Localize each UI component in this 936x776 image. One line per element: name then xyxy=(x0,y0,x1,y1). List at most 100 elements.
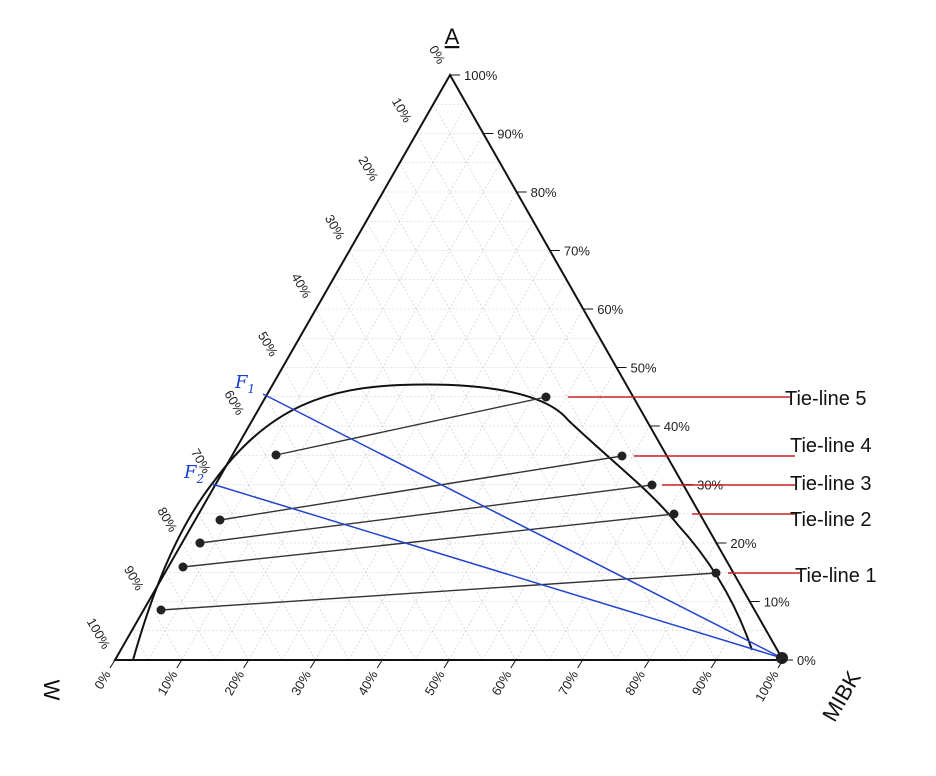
bottom-tick-mark xyxy=(710,659,717,669)
grid-line xyxy=(131,630,149,661)
grid-line xyxy=(148,104,467,661)
tie-line-1 xyxy=(160,572,717,611)
grid-line xyxy=(298,338,483,661)
corner-label-left: W xyxy=(39,680,64,701)
right-tick-label: 50% xyxy=(631,361,657,376)
tie-point-right-3 xyxy=(647,480,657,490)
grid-line xyxy=(482,396,634,661)
tie-point-left-1 xyxy=(156,605,166,615)
grid-line xyxy=(649,542,717,661)
grid-line xyxy=(282,367,450,661)
grid-line xyxy=(198,513,283,661)
left-tick-label: 30% xyxy=(322,212,348,242)
tie-point-right-5 xyxy=(541,392,551,402)
grid-line xyxy=(415,338,601,661)
binodal-curve xyxy=(132,383,753,661)
grid-line xyxy=(349,250,583,661)
tie-line-3 xyxy=(199,484,653,544)
right-tick-label: 90% xyxy=(497,127,523,142)
left-tick-label: 10% xyxy=(389,95,415,125)
tie-line-label-2: Tie-line 2 xyxy=(790,509,872,531)
tie-line-label-5: Tie-line 5 xyxy=(785,388,867,410)
grid-line xyxy=(582,484,684,661)
right-tick-label: 40% xyxy=(664,419,690,434)
tie-point-right-1 xyxy=(711,568,721,578)
grid-line xyxy=(332,279,550,661)
right-tick-label: 20% xyxy=(730,536,756,551)
tie-line-2 xyxy=(182,513,675,568)
bottom-tick-label: 60% xyxy=(488,668,514,698)
bottom-tick-mark xyxy=(510,659,517,669)
bottom-tick-label: 0% xyxy=(91,668,114,692)
right-tick-label: 10% xyxy=(764,595,790,610)
bottom-tick-mark xyxy=(577,659,584,669)
tie-line-5 xyxy=(275,396,547,456)
bottom-tick-label: 70% xyxy=(555,668,581,698)
right-tick-label: 0% xyxy=(797,653,816,668)
bottom-tick-mark xyxy=(109,659,116,669)
left-tick-label: 80% xyxy=(154,504,180,534)
tie-line-label-1: Tie-line 1 xyxy=(795,565,877,587)
grid-line xyxy=(615,513,701,661)
right-tick-label: 70% xyxy=(564,244,590,259)
bottom-tick-label: 90% xyxy=(689,668,715,698)
grid-line xyxy=(432,104,750,661)
feed-line-1 xyxy=(262,393,783,659)
grid-line xyxy=(181,542,249,661)
right-tick-label: 80% xyxy=(531,185,557,200)
tie-point-extra xyxy=(195,538,205,548)
grid-line xyxy=(515,425,651,661)
data-points xyxy=(156,392,788,664)
tie-point-right-4 xyxy=(617,451,627,461)
grid-line xyxy=(164,572,216,661)
bottom-tick-label: 100% xyxy=(752,668,782,705)
grid-line xyxy=(148,601,183,661)
triangular-grid xyxy=(131,103,767,661)
tie-line-label-3: Tie-line 3 xyxy=(790,473,872,495)
bottom-tick-mark xyxy=(176,659,183,669)
grid-line xyxy=(381,308,584,661)
bottom-tick-label: 50% xyxy=(422,668,448,698)
tie-point-left-4 xyxy=(215,515,225,525)
grid-line xyxy=(214,162,501,661)
grid-line xyxy=(715,601,750,661)
grid-line xyxy=(248,425,383,661)
grid-line xyxy=(548,455,667,661)
feed-subscript-1: 1 xyxy=(248,382,256,396)
left-tick-label: 20% xyxy=(355,153,381,183)
bottom-tick-mark xyxy=(777,659,784,669)
grid-line xyxy=(448,367,617,661)
grid-line xyxy=(231,455,350,661)
feed-subscript-2: 2 xyxy=(196,472,205,486)
axis-ticks: 100% 90% 80% 70% 60% 50% 40% 30% 20% 10% 0% 0% 10% 20… xyxy=(84,43,816,705)
grid-line xyxy=(281,221,534,661)
tie-line-label-4: Tie-line 4 xyxy=(790,435,872,457)
bottom-tick-mark xyxy=(443,659,450,669)
bottom-tick-label: 10% xyxy=(154,668,180,698)
left-tick-label: 40% xyxy=(288,270,314,300)
grid-line xyxy=(315,308,517,661)
bottom-tick-label: 20% xyxy=(221,668,247,698)
corner-label-top: A xyxy=(445,24,460,49)
tie-line-4 xyxy=(219,455,623,521)
bottom-tick-label: 30% xyxy=(288,668,314,698)
bottom-tick-mark xyxy=(643,659,650,669)
grid-line xyxy=(348,279,567,661)
left-tick-label: 90% xyxy=(121,563,147,593)
left-tick-label: 50% xyxy=(255,329,281,359)
tie-point-right-2 xyxy=(669,509,679,519)
feed-line-2 xyxy=(211,483,783,659)
grid-line xyxy=(682,572,734,661)
right-tick-label: 60% xyxy=(597,302,623,317)
tie-point-left-5 xyxy=(271,450,281,460)
left-tick-label: 100% xyxy=(84,615,114,652)
mibk-corner-point xyxy=(776,652,788,664)
tie-line-pointers: Tie-line 1 Tie-line 2 Tie-line 3 Tie-line 4… xyxy=(568,388,877,587)
grid-line xyxy=(365,221,617,661)
corner-label-right: MIBK xyxy=(817,666,866,725)
grid-line xyxy=(215,484,316,661)
bottom-tick-mark xyxy=(309,659,316,669)
bottom-tick-mark xyxy=(376,659,383,669)
